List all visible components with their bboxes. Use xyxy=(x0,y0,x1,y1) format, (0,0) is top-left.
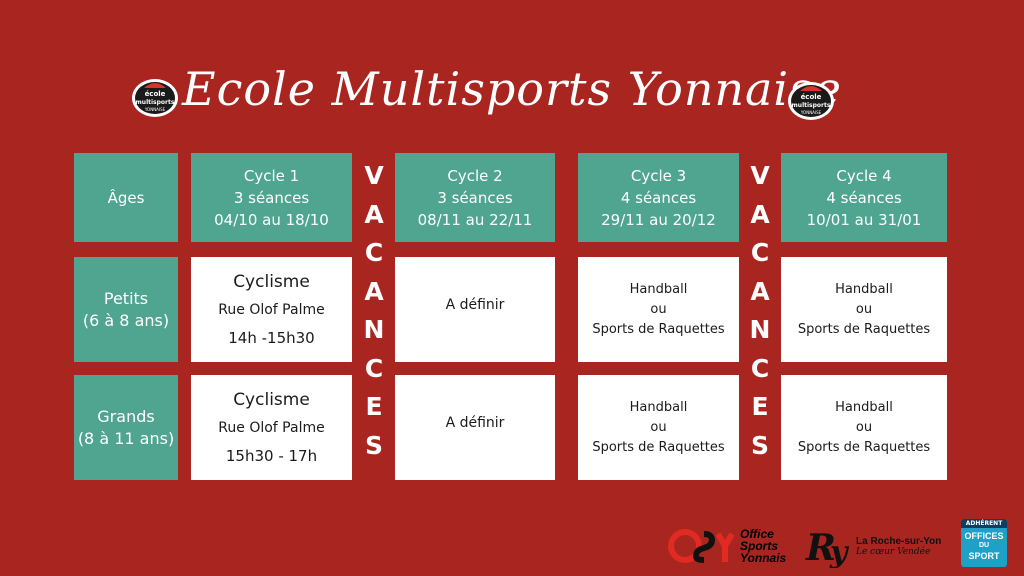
roche-tagline: Le cœur Vendée xyxy=(856,546,931,557)
cycle-name: Cycle 1 xyxy=(243,166,300,185)
activity-alt: Sports de Raquettes xyxy=(592,439,725,455)
group-petits: Petits (6 à 8 ans) xyxy=(74,257,178,362)
osy-mark-icon xyxy=(668,529,735,563)
vacances-letter: N xyxy=(749,315,771,344)
activity-name: Handball xyxy=(629,281,688,297)
adherent-badge: ADHÉRENT xyxy=(961,519,1007,528)
svg-text:école: école xyxy=(145,90,166,98)
cycle-dates: 08/11 au 22/11 xyxy=(417,210,533,229)
cycle-4-header: Cycle 4 4 séances 10/01 au 31/01 xyxy=(781,153,947,242)
cycle-name: Cycle 2 xyxy=(447,166,503,185)
svg-text:YONNAISE: YONNAISE xyxy=(144,107,166,112)
osy-line: Yonnais xyxy=(740,551,787,565)
vacances-letter: A xyxy=(364,199,384,229)
vacances-letter: E xyxy=(365,392,383,421)
vacances-letter: C xyxy=(364,353,384,383)
cycle-1-header: Cycle 1 3 séances 04/10 au 18/10 xyxy=(191,153,352,242)
grands-cycle-4-cell: Handball ou Sports de Raquettes xyxy=(781,375,947,480)
cycle-dates: 10/01 au 31/01 xyxy=(806,210,922,229)
activity-or: ou xyxy=(650,301,667,317)
vacances-letter: E xyxy=(751,392,769,421)
activity-or: ou xyxy=(855,301,873,317)
cycle-name: Cycle 3 xyxy=(630,166,687,185)
la-roche-sur-yon-logo: R y La Roche-sur-Yon Le cœur Vendée xyxy=(804,524,952,568)
ages-label: Âges xyxy=(107,188,145,207)
vacances-letter: A xyxy=(750,276,770,306)
vacances-column-2: V A C A N C E S xyxy=(745,157,775,465)
activity-name: Cyclisme xyxy=(233,389,310,410)
osy-line: Sports xyxy=(740,539,779,553)
svg-text:y: y xyxy=(829,535,850,568)
offices-line: SPORT xyxy=(968,551,1000,561)
osy-line: Office xyxy=(740,527,774,541)
activity-location: Rue Olof Palme xyxy=(218,419,325,436)
activity-alt: Sports de Raquettes xyxy=(797,321,931,337)
cycle-sessions: 4 séances xyxy=(826,188,902,207)
group-ages: (8 à 11 ans) xyxy=(77,428,175,448)
vacances-letter: A xyxy=(364,276,384,306)
ry-mark-icon: R y xyxy=(805,527,850,568)
activity-name: Handball xyxy=(835,281,893,297)
vacances-letter: N xyxy=(363,315,385,344)
petits-cycle-3-cell: Handball ou Sports de Raquettes xyxy=(578,257,739,362)
petits-cycle-1-cell: Cyclisme Rue Olof Palme 14h -15h30 xyxy=(191,257,352,362)
cycle-name: Cycle 4 xyxy=(836,166,892,185)
petits-cycle-2-cell: A définir xyxy=(395,257,555,362)
vacances-letter: C xyxy=(750,238,770,267)
group-ages: (6 à 8 ans) xyxy=(82,310,170,330)
activity-name: Handball xyxy=(835,399,893,415)
svg-text:multisports: multisports xyxy=(136,99,175,106)
vacances-letter: C xyxy=(364,238,384,267)
group-name: Petits xyxy=(103,288,149,308)
cycle-sessions: 3 séances xyxy=(437,188,513,207)
ecole-multisports-logo-right: école multisports YONNAISE xyxy=(786,79,836,123)
roche-name: La Roche-sur-Yon xyxy=(856,535,942,547)
group-name: Grands xyxy=(97,406,155,426)
svg-text:multisports: multisports xyxy=(792,102,831,109)
offices-line: OFFICES xyxy=(964,531,1004,541)
activity-time: 15h30 - 17h xyxy=(225,446,318,465)
activity-or: ou xyxy=(855,419,873,435)
page-title: Ecole Multisports Yonnaise xyxy=(182,62,842,116)
svg-text:école: école xyxy=(801,93,822,101)
cycle-sessions: 4 séances xyxy=(620,188,697,207)
svg-text:YONNAISE: YONNAISE xyxy=(800,110,822,115)
grands-cycle-2-cell: A définir xyxy=(395,375,555,480)
activity-name: Cyclisme xyxy=(233,271,310,292)
grands-cycle-3-cell: Handball ou Sports de Raquettes xyxy=(578,375,739,480)
petits-cycle-4-cell: Handball ou Sports de Raquettes xyxy=(781,257,947,362)
offices-line: DU xyxy=(978,542,990,549)
office-sports-yonnais-logo: Office Sports Yonnais xyxy=(668,526,796,566)
vacances-column-1: V A C A N C E S xyxy=(359,157,389,465)
vacances-letter: C xyxy=(750,353,770,383)
vacances-letter: V xyxy=(364,161,384,190)
grands-cycle-1-cell: Cyclisme Rue Olof Palme 15h30 - 17h xyxy=(191,375,352,480)
cycle-sessions: 3 séances xyxy=(233,188,310,207)
activity-alt: Sports de Raquettes xyxy=(797,439,931,455)
activity-alt: Sports de Raquettes xyxy=(592,321,725,337)
vacances-letter: A xyxy=(750,199,770,229)
cycle-2-header: Cycle 2 3 séances 08/11 au 22/11 xyxy=(395,153,555,242)
offices-du-sport-logo: ADHÉRENT OFFICES DU SPORT xyxy=(961,519,1007,567)
activity-name: Handball xyxy=(629,399,688,415)
group-grands: Grands (8 à 11 ans) xyxy=(74,375,178,480)
activity-name: A définir xyxy=(445,297,505,313)
activity-location: Rue Olof Palme xyxy=(218,301,325,318)
vacances-letter: V xyxy=(750,161,770,190)
ages-header: Âges xyxy=(74,153,178,242)
cycle-dates: 04/10 au 18/10 xyxy=(214,210,329,229)
activity-time: 14h -15h30 xyxy=(228,328,315,347)
activity-name: A définir xyxy=(445,415,505,431)
vacances-letter: S xyxy=(750,430,769,460)
activity-or: ou xyxy=(650,419,667,435)
cycle-dates: 29/11 au 20/12 xyxy=(601,210,716,229)
ecole-multisports-logo-left: école multisports YONNAISE xyxy=(130,76,180,120)
svg-text:R: R xyxy=(805,527,836,568)
cycle-3-header: Cycle 3 4 séances 29/11 au 20/12 xyxy=(578,153,739,242)
vacances-letter: S xyxy=(364,430,383,460)
